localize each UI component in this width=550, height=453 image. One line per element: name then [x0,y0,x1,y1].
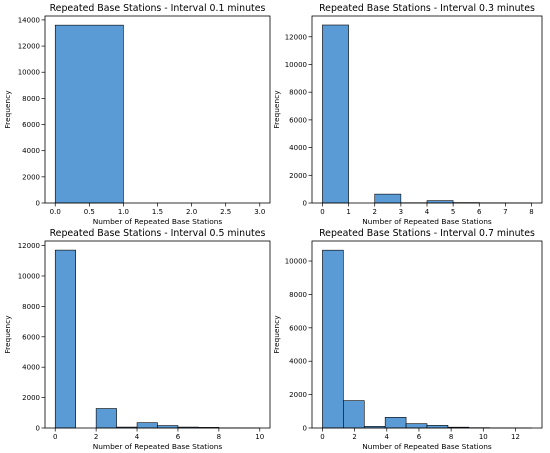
x-tick-label: 2 [352,433,356,441]
histogram-bar [54,249,76,429]
x-tick-label: 0 [53,433,57,441]
y-tick-label: 14000 [18,16,40,24]
y-tick-label: 10000 [285,258,307,266]
y-tick-label: 0 [303,200,307,208]
y-tick-label: 0 [36,425,40,433]
x-axis-label: Number of Repeated Base Stations [93,217,223,226]
histogram-bar [136,422,158,429]
x-tick-label: 10 [479,433,488,441]
chart-title: Repeated Base Stations - Interval 0.1 mi… [50,3,266,14]
histogram-panel-interval-0-7: Repeated Base Stations - Interval 0.7 mi… [272,228,543,451]
chart-title: Repeated Base Stations - Interval 0.5 mi… [50,228,266,239]
y-tick-label: 4000 [22,364,40,372]
plot-frame [311,240,543,429]
x-tick-label: 2 [94,433,98,441]
histogram-bar [384,417,407,429]
x-tick-label: 6 [417,433,422,441]
x-tick-label: 10 [255,433,264,441]
y-tick-label: 10000 [18,69,40,77]
y-axis-label: Frequency [3,90,12,129]
x-tick-label: 1.5 [152,208,163,216]
y-tick-label: 4000 [22,147,40,155]
y-tick-label: 6000 [22,121,40,129]
y-tick-label: 4000 [289,144,307,152]
x-tick-label: 1.0 [118,208,129,216]
histogram-bar [426,425,449,429]
histogram-bar [343,400,365,429]
y-tick-label: 0 [303,425,307,433]
y-tick-label: 10000 [18,272,40,280]
x-tick-label: 4 [135,433,140,441]
y-tick-label: 10000 [285,61,307,69]
x-tick-label: 0 [320,208,324,216]
y-axis-label: Frequency [272,315,281,354]
histogram-bar [54,24,124,204]
x-tick-label: 6 [176,433,181,441]
y-tick-label: 6000 [289,116,307,124]
chart-title: Repeated Base Stations - Interval 0.3 mi… [319,3,535,14]
y-tick-label: 2000 [289,391,307,399]
x-tick-label: 8 [217,433,221,441]
y-tick-label: 8000 [22,95,40,103]
x-tick-label: 2.0 [186,208,197,216]
y-tick-label: 6000 [289,324,307,332]
y-tick-label: 6000 [22,333,40,341]
histogram-bar [322,249,344,429]
y-axis-label: Frequency [3,315,12,354]
y-tick-label: 12000 [18,43,40,51]
y-tick-label: 8000 [22,303,40,311]
x-tick-label: 6 [477,208,482,216]
x-tick-label: 2.5 [220,208,231,216]
y-tick-label: 8000 [289,291,307,299]
x-tick-label: 4 [385,433,390,441]
x-tick-label: 1 [346,208,350,216]
x-tick-label: 8 [529,208,533,216]
x-tick-label: 4 [425,208,430,216]
histogram-bar [405,423,428,429]
y-tick-label: 12000 [285,33,307,41]
x-tick-label: 12 [511,433,520,441]
x-tick-label: 0.0 [50,208,61,216]
x-tick-label: 3.0 [254,208,265,216]
x-axis-label: Number of Repeated Base Stations [93,442,223,451]
histogram-panel-interval-0-5: Repeated Base Stations - Interval 0.5 mi… [3,228,271,451]
histogram-panel-interval-0-3: Repeated Base Stations - Interval 0.3 mi… [272,3,543,226]
y-tick-label: 8000 [289,89,307,97]
histogram-bar [95,408,117,429]
x-tick-label: 3 [399,208,403,216]
chart-title: Repeated Base Stations - Interval 0.7 mi… [319,228,535,239]
x-tick-label: 5 [451,208,455,216]
y-tick-label: 0 [36,200,40,208]
x-tick-label: 0.5 [84,208,95,216]
histogram-bar [374,193,402,204]
histogram-panel-interval-0-1: Repeated Base Stations - Interval 0.1 mi… [3,3,271,226]
x-axis-label: Number of Repeated Base Stations [362,217,492,226]
y-tick-label: 2000 [22,394,40,402]
histogram-bar [322,24,349,204]
x-tick-label: 8 [449,433,453,441]
x-axis-label: Number of Repeated Base Stations [362,442,492,451]
x-tick-label: 0 [320,433,324,441]
x-tick-label: 7 [503,208,507,216]
y-tick-label: 2000 [22,173,40,181]
y-tick-label: 2000 [289,172,307,180]
y-tick-label: 4000 [289,358,307,366]
plot-frame [44,240,271,429]
y-axis-label: Frequency [272,90,281,129]
x-tick-label: 2 [372,208,376,216]
y-tick-label: 12000 [18,242,40,250]
